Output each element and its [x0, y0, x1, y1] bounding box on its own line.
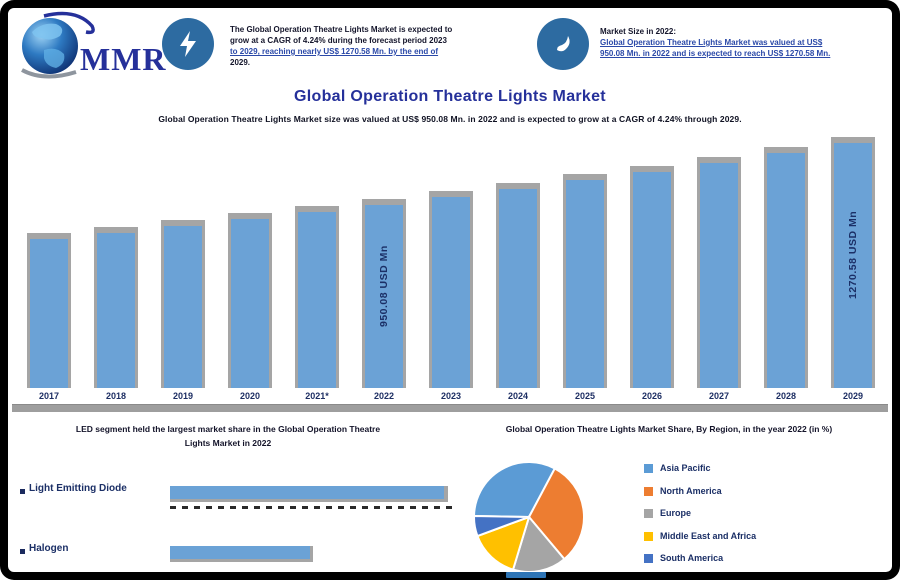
- bar-value-label: 1270.58 USD Mn: [847, 210, 859, 300]
- halogen-bar: [170, 546, 310, 559]
- logo-swoosh-gray: [21, 68, 77, 79]
- droplet-icon: [537, 18, 589, 70]
- pie-caption-strip: [506, 572, 546, 578]
- legend-swatch: [644, 554, 653, 564]
- logo-swoosh-blue: [43, 11, 95, 35]
- bar-2027: [700, 163, 738, 388]
- bar-2019: [164, 226, 202, 388]
- year-label: 2025: [574, 391, 596, 401]
- mmr-logo: MMR: [21, 11, 167, 79]
- lightning-icon: [162, 18, 214, 70]
- legend-label-europe: Europe: [660, 508, 692, 519]
- year-label: 2020: [239, 391, 261, 401]
- technology-axis-ticks: [170, 506, 452, 509]
- callout-line: The Global Operation Theatre Lights Mark…: [230, 25, 453, 34]
- market-size-callout-text: Market Size in 2022: Global Operation The…: [600, 26, 880, 59]
- technology-chart-heading-line2: Lights Market in 2022: [184, 438, 272, 448]
- cagr-callout-text: The Global Operation Theatre Lights Mark…: [230, 24, 518, 68]
- callout-link[interactable]: 950.08 Mn. in 2022 and is expected to re…: [600, 49, 831, 58]
- page-subtitle: Global Operation Theatre Lights Market s…: [158, 114, 742, 124]
- bar-value-label: 950.08 USD Mn: [378, 245, 390, 327]
- bar-2017: [30, 239, 68, 388]
- bar-2026: [633, 172, 671, 388]
- bar-2025: [566, 180, 604, 388]
- page-title: Global Operation Theatre Lights Market: [294, 88, 606, 105]
- callout-line: 2029.: [230, 58, 251, 67]
- halogen-bullet: [20, 549, 25, 554]
- legend-swatch: [644, 509, 653, 519]
- legend-label-south-america: South America: [660, 553, 724, 564]
- year-label: 2017: [38, 391, 60, 401]
- callout-link[interactable]: to 2029, reaching nearly US$ 1270.58 Mn.…: [230, 47, 439, 56]
- halogen-label: Halogen: [29, 543, 69, 554]
- legend-swatch: [644, 531, 653, 541]
- year-label: 2026: [641, 391, 663, 401]
- year-label: 2029: [842, 391, 864, 401]
- bar-2024: [499, 189, 537, 388]
- year-label: 2018: [105, 391, 127, 401]
- technology-chart-heading-line1: LED segment held the largest market shar…: [75, 424, 381, 434]
- year-label: 2021*: [305, 391, 329, 401]
- region-chart-heading: Global Operation Theatre Lights Market S…: [505, 424, 833, 434]
- section-divider: [12, 404, 888, 412]
- bar-2029: [834, 143, 872, 388]
- bar-2018: [97, 233, 135, 388]
- year-label: 2024: [507, 391, 529, 401]
- legend-label-asia-pacific: Asia Pacific: [660, 463, 711, 473]
- pie-slice-asia-pacific: [472, 461, 557, 519]
- bar-2022: [365, 205, 403, 388]
- bar-2021*: [298, 212, 336, 388]
- revenue-bar-chart: 2017 2018 2019 2020 2021* 2022 950.08 USD Mn 20…: [27, 137, 875, 401]
- legend-label-north-america: North America: [660, 485, 722, 496]
- led-label: Light Emitting Diode: [29, 483, 127, 494]
- logo-text: MMR: [80, 41, 167, 77]
- pie-slice-europe: [511, 514, 566, 573]
- bar-2020: [231, 219, 269, 388]
- year-label: 2019: [172, 391, 194, 401]
- callout-line: grow at a CAGR of 4.24% during the forec…: [230, 36, 447, 45]
- pie-slice-south-america: [473, 515, 530, 538]
- year-label: 2027: [708, 391, 730, 401]
- year-label: 2022: [373, 391, 395, 401]
- year-label: 2023: [440, 391, 462, 401]
- led-bar: [170, 486, 444, 499]
- region-pie-chart: [472, 461, 585, 573]
- bar-2028: [767, 153, 805, 388]
- callout-line: Market Size in 2022:: [600, 27, 677, 36]
- year-label: 2028: [775, 391, 797, 401]
- led-bullet: [20, 489, 25, 494]
- callout-link[interactable]: Global Operation Theatre Lights Market w…: [600, 38, 823, 47]
- bar-2023: [432, 197, 470, 388]
- pie-slice-north-america: [527, 467, 585, 561]
- legend-swatch: [644, 464, 653, 473]
- legend-swatch: [644, 486, 653, 496]
- legend-label-middle-east-and-africa: Middle East and Africa: [660, 530, 757, 541]
